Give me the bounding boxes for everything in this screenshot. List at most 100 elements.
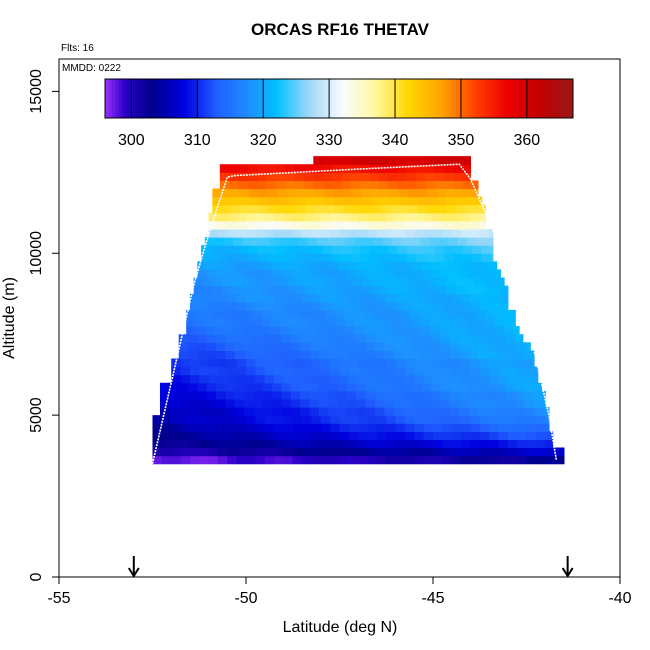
- field-cell: [189, 301, 200, 311]
- field-cell: [332, 172, 342, 181]
- field-cell: [266, 172, 277, 181]
- field-cell: [283, 228, 294, 238]
- field-cell: [253, 390, 264, 400]
- field-cell: [171, 455, 182, 465]
- field-cell: [296, 285, 307, 295]
- field-cell: [440, 382, 451, 392]
- colorbar-segment: [208, 79, 213, 118]
- field-cell: [504, 309, 515, 319]
- field-cell: [318, 334, 329, 343]
- field-cell: [212, 188, 223, 198]
- colorbar-segment: [272, 79, 276, 118]
- field-cell: [259, 196, 270, 206]
- field-cell: [255, 439, 266, 449]
- field-cell: [188, 334, 198, 343]
- field-cell: [240, 196, 251, 206]
- field-cell: [461, 366, 471, 376]
- field-cell: [255, 293, 266, 303]
- field-cell: [388, 172, 399, 181]
- field-cell: [376, 447, 387, 457]
- field-cell: [292, 220, 303, 230]
- field-cell: [489, 423, 500, 432]
- colorbar-segment: [181, 79, 186, 118]
- colorbar-segment: [536, 79, 541, 118]
- colorbar-segment: [345, 79, 350, 118]
- field-cell: [346, 398, 357, 408]
- field-cell: [303, 253, 314, 262]
- field-cell: [199, 431, 210, 440]
- colorbar-tick-label: 310: [184, 132, 211, 149]
- field-cell: [449, 269, 460, 279]
- field-cell: [423, 358, 434, 368]
- field-cell: [444, 180, 455, 190]
- field-cell: [343, 277, 354, 287]
- field-cell: [285, 245, 296, 254]
- field-cell: [294, 172, 305, 181]
- field-cell: [505, 390, 516, 400]
- field-cell: [317, 237, 328, 246]
- field-cell: [388, 245, 399, 254]
- field-cell: [479, 301, 490, 311]
- field-cell: [208, 447, 219, 457]
- field-cell: [152, 455, 163, 465]
- colorbar-segment: [349, 79, 353, 118]
- field-cell: [268, 204, 279, 214]
- field-cell: [281, 350, 292, 360]
- field-cell: [305, 188, 316, 198]
- field-cell: [433, 415, 443, 424]
- field-cell: [204, 309, 215, 319]
- field-cell: [360, 180, 371, 190]
- field-cell: [318, 390, 329, 400]
- field-cell: [376, 455, 387, 465]
- field-cell: [496, 334, 507, 343]
- colorbar-segment: [245, 79, 250, 118]
- field-cell: [309, 398, 320, 408]
- field-cell: [332, 180, 342, 190]
- field-cell: [406, 245, 417, 254]
- field-cell: [195, 318, 206, 327]
- colorbar-segment: [118, 79, 123, 118]
- colorbar-segment: [222, 79, 226, 118]
- flights-note: Flts: 16: [61, 43, 94, 54]
- field-cell: [447, 326, 458, 335]
- field-cell: [479, 431, 490, 440]
- field-cell: [461, 358, 471, 368]
- field-cell: [208, 212, 219, 222]
- field-cell: [472, 180, 479, 190]
- field-cell: [204, 318, 215, 327]
- field-cell: [337, 350, 348, 360]
- colorbar-segment: [121, 79, 126, 118]
- field-cell: [309, 261, 320, 271]
- field-cell: [434, 180, 445, 190]
- field-cell: [358, 366, 369, 376]
- field-cell: [328, 407, 339, 416]
- field-cell: [498, 423, 509, 432]
- x-tick-label: -50: [234, 590, 257, 607]
- field-cell: [507, 455, 518, 465]
- field-cell: [320, 431, 331, 440]
- field-cell: [298, 326, 309, 335]
- field-cell: [294, 253, 305, 262]
- field-cell: [307, 237, 318, 246]
- field-cell: [470, 293, 481, 303]
- field-cell: [393, 342, 404, 351]
- colorbar-segment: [265, 79, 270, 118]
- field-cell: [419, 318, 430, 327]
- field-cell: [302, 228, 313, 238]
- field-cell: [389, 188, 400, 198]
- field-cell: [236, 439, 247, 449]
- field-cell: [214, 318, 225, 327]
- field-cell: [431, 342, 442, 351]
- field-cell: [404, 439, 415, 449]
- field-cell: [507, 374, 518, 384]
- field-cell: [418, 285, 428, 295]
- field-cell: [466, 237, 477, 246]
- field-cell: [180, 423, 191, 432]
- field-cell: [470, 415, 481, 424]
- field-cell: [246, 228, 256, 238]
- field-cell: [236, 423, 247, 432]
- field-cell: [341, 180, 352, 190]
- field-cell: [369, 156, 380, 165]
- field-cell: [313, 172, 324, 181]
- field-cell: [309, 350, 320, 360]
